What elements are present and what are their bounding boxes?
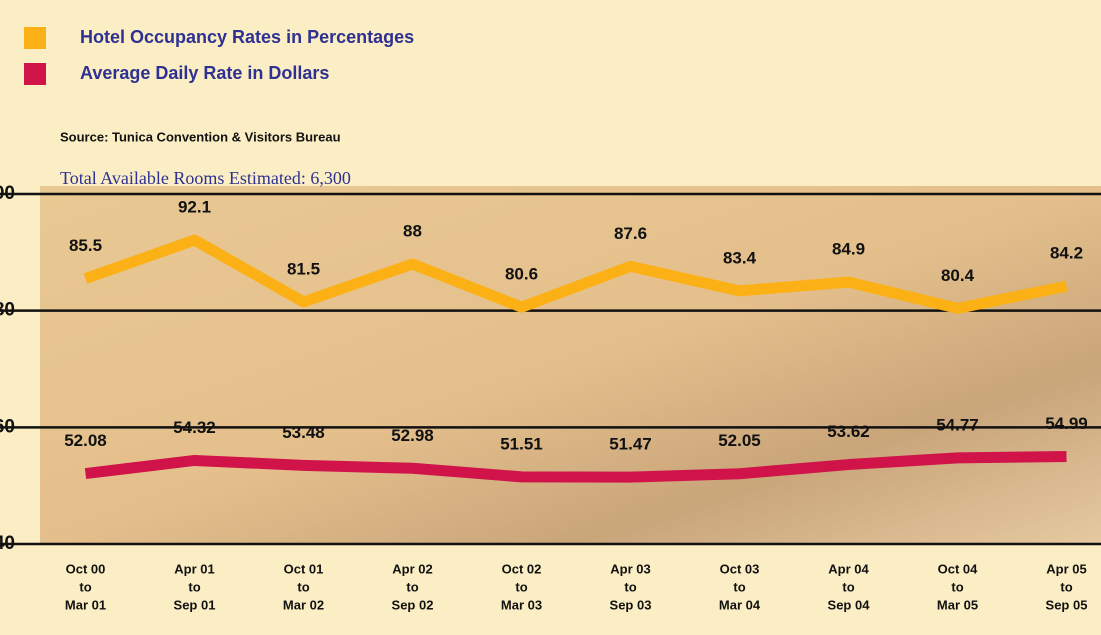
x-tick-label: to: [188, 579, 200, 594]
x-tick-label: Oct 00: [66, 561, 106, 576]
data-label: 51.51: [500, 434, 543, 453]
x-tick-label: to: [79, 579, 91, 594]
x-tick-label: Sep 03: [610, 597, 652, 612]
x-tick-label: Apr 04: [828, 561, 869, 576]
x-tick-label: to: [842, 579, 854, 594]
x-tick-label: Mar 01: [65, 597, 106, 612]
data-label: 52.05: [718, 431, 761, 450]
series-line: [83, 234, 1068, 314]
data-label: 84.2: [1050, 244, 1083, 263]
y-tick-label: 80: [0, 300, 15, 321]
data-label: 83.4: [723, 248, 757, 267]
data-label: 52.98: [391, 426, 434, 445]
x-tick-label: to: [733, 579, 745, 594]
x-tick-label: Mar 02: [283, 597, 324, 612]
data-label: 54.32: [173, 418, 216, 437]
x-tick-label: Apr 01: [174, 561, 214, 576]
x-tick-label: Sep 01: [174, 597, 216, 612]
x-tick-label: Oct 01: [284, 561, 324, 576]
legend-swatch: [24, 27, 46, 49]
data-label: 85.5: [69, 236, 102, 255]
x-tick-label: Sep 05: [1046, 597, 1088, 612]
x-tick-label: Oct 02: [502, 561, 542, 576]
x-tick-label: Oct 03: [720, 561, 760, 576]
x-tick-label: to: [515, 579, 527, 594]
data-label: 54.77: [936, 415, 979, 434]
data-label: 80.6: [505, 265, 538, 284]
x-tick-label: Sep 04: [828, 597, 871, 612]
legend-label: Average Daily Rate in Dollars: [80, 63, 329, 83]
x-tick-label: Mar 05: [937, 597, 978, 612]
data-label: 51.47: [609, 435, 652, 454]
x-tick-label: Mar 03: [501, 597, 542, 612]
legend-swatch: [24, 63, 46, 85]
y-tick-label: 100: [0, 183, 15, 204]
x-tick-label: Apr 03: [610, 561, 650, 576]
source: Source: Tunica Convention & Visitors Bur…: [60, 129, 341, 144]
series-line: [84, 451, 1067, 483]
legend-label: Hotel Occupancy Rates in Percentages: [80, 27, 414, 47]
x-tick-label: to: [624, 579, 636, 594]
data-label: 87.6: [614, 224, 647, 243]
data-label: 53.62: [827, 422, 870, 441]
x-tick-label: Mar 04: [719, 597, 761, 612]
data-label: 52.08: [64, 431, 107, 450]
x-tick-label: Apr 05: [1046, 561, 1086, 576]
data-label: 84.9: [832, 240, 865, 259]
data-label: 54.99: [1045, 414, 1088, 433]
x-tick-label: Oct 04: [938, 561, 979, 576]
annotation: Total Available Rooms Estimated: 6,300: [60, 168, 351, 188]
y-tick-label: 60: [0, 416, 15, 437]
x-tick-label: Sep 02: [392, 597, 434, 612]
plot-background: [40, 186, 1101, 544]
x-tick-label: to: [297, 579, 309, 594]
data-label: 81.5: [287, 259, 320, 278]
data-label: 88: [403, 221, 422, 240]
x-tick-label: to: [1060, 579, 1072, 594]
x-tick-label: to: [951, 579, 963, 594]
x-tick-label: to: [406, 579, 418, 594]
x-tick-label: Apr 02: [392, 561, 432, 576]
data-label: 92.1: [178, 198, 211, 217]
y-tick-label: 40: [0, 533, 15, 554]
data-label: 80.4: [941, 266, 975, 285]
data-label: 53.48: [282, 423, 325, 442]
